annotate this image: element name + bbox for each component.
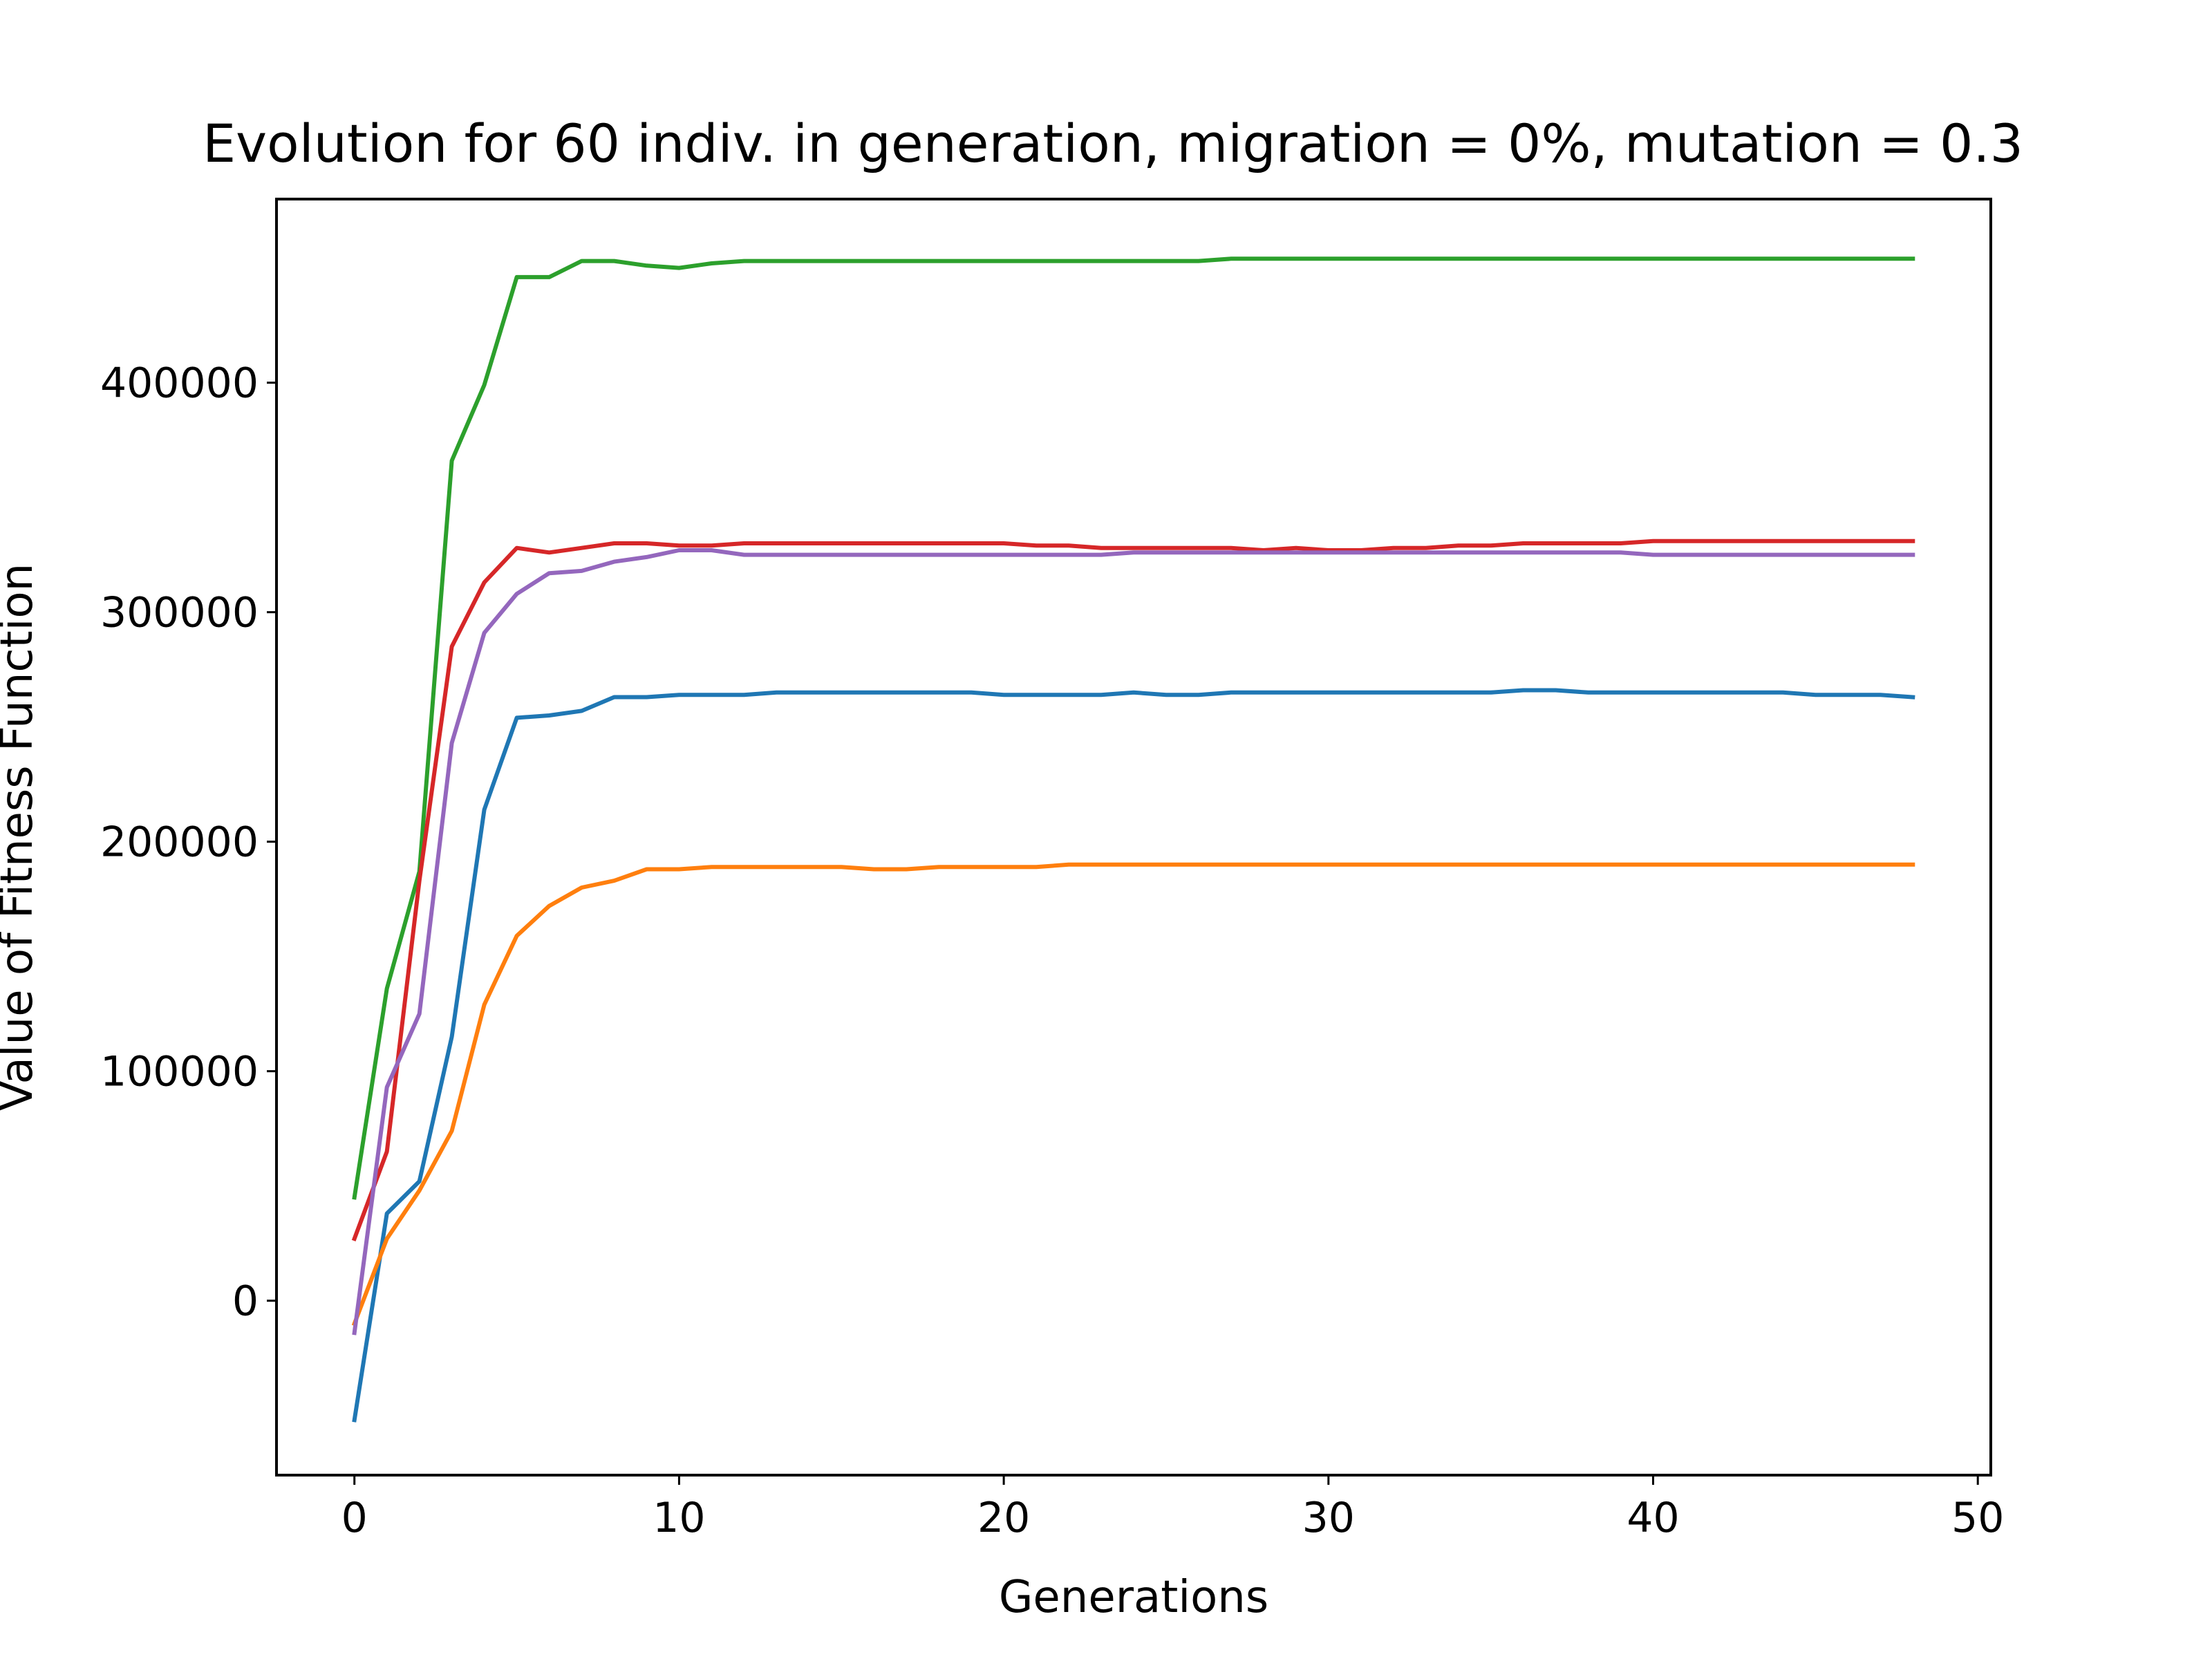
series-line-3: [352, 256, 1915, 1200]
x-axis: 0 10 20 30 40 50: [341, 1475, 2004, 1542]
plot-frame: [275, 198, 1992, 1477]
y-tick-label: 200000: [100, 818, 259, 867]
x-tick-label: 30: [1302, 1494, 1355, 1542]
y-tick-label: 300000: [100, 589, 259, 637]
series-line-5: [352, 548, 1915, 1335]
chart-title: Evolution for 60 indiv. in generation, m…: [203, 113, 2023, 174]
series-line-4: [351, 538, 1915, 1241]
plot-area: [275, 198, 1992, 1477]
y-axis: 0 100000 200000 300000 400000: [100, 359, 276, 1326]
x-tick-label: 10: [653, 1494, 705, 1542]
y-tick-label: 400000: [100, 359, 259, 408]
series-layer: [351, 256, 1915, 1423]
x-axis-label: Generations: [999, 1572, 1268, 1623]
y-tick-label: 100000: [100, 1048, 259, 1096]
series-line-1: [352, 688, 1915, 1423]
x-tick-label: 20: [977, 1494, 1030, 1542]
y-axis-label: Value of Fitness Function: [0, 563, 43, 1111]
series-line-2: [351, 862, 1915, 1327]
x-tick-label: 40: [1627, 1494, 1679, 1542]
y-tick-label: 0: [232, 1277, 259, 1326]
x-tick-label: 50: [1951, 1494, 2004, 1542]
x-tick-label: 0: [341, 1494, 368, 1542]
